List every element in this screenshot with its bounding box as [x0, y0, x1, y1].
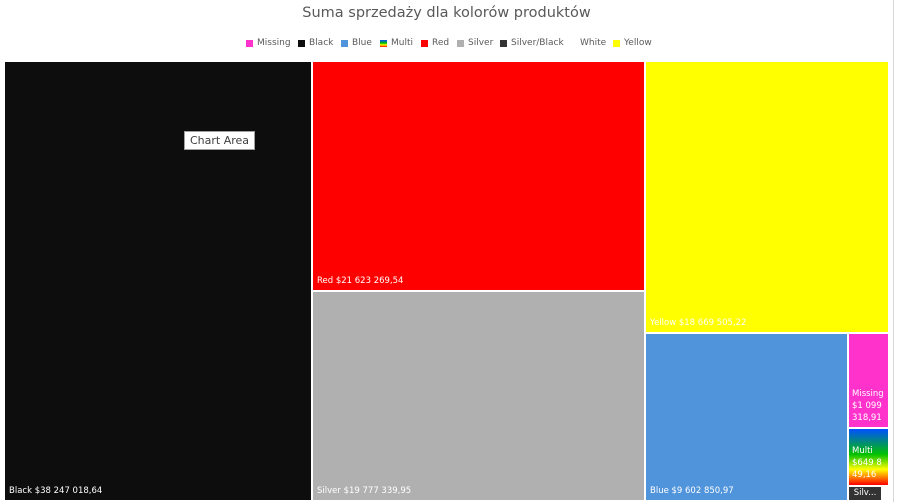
treemap-label-multi: Multi $649 849,16	[852, 446, 882, 480]
treemap-tile-yellow[interactable]: Yellow $18 669 505,22	[646, 62, 888, 332]
legend-label-blue: Blue	[352, 38, 372, 48]
legend-label-silver-black: Silver/Black	[511, 38, 564, 48]
legend-label-red: Red	[432, 38, 450, 48]
legend-label-black: Black	[309, 38, 334, 48]
treemap-tile-red[interactable]: Red $21 623 269,54	[313, 62, 644, 290]
treemap-label-red: Red $21 623 269,54	[317, 276, 404, 286]
treemap-label-yellow: Yellow $18 669 505,22	[650, 318, 747, 328]
treemap-tile-black[interactable]: Black $38 247 018,64	[5, 62, 311, 500]
legend-swatch-red	[421, 40, 428, 47]
window-edge	[893, 0, 897, 502]
legend-label-silver: Silver	[468, 38, 494, 48]
treemap-label-silver: Silver $19 777 339,95	[317, 486, 412, 496]
legend-swatch-white	[569, 40, 576, 47]
legend-label-multi: Multi	[391, 38, 413, 48]
treemap-label-blue: Blue $9 602 850,97	[650, 486, 734, 496]
treemap-label-silv: Silv...	[853, 488, 877, 498]
legend-label-yellow: Yellow	[624, 38, 652, 48]
legend-swatch-silver-black	[500, 40, 507, 47]
legend-swatch-multi	[380, 40, 387, 47]
treemap-tile-silver[interactable]: Silver $19 777 339,95	[313, 292, 644, 500]
legend-swatch-black	[298, 40, 305, 47]
treemap-label-missing: Missing $1 099 318,91	[852, 389, 884, 423]
treemap-tile-missing[interactable]: Missing $1 099 318,91	[849, 334, 888, 427]
legend-swatch-silver	[457, 40, 464, 47]
treemap-label-black: Black $38 247 018,64	[9, 486, 103, 496]
legend-swatch-yellow	[613, 40, 620, 47]
legend-swatch-missing	[246, 40, 253, 47]
legend-label-white: White	[580, 38, 607, 48]
treemap-tile-silver-black[interactable]: Silv...	[849, 487, 881, 500]
chart-area-tooltip: Chart Area	[184, 131, 256, 150]
legend-label-missing: Missing	[257, 38, 291, 48]
chart-title[interactable]: Suma sprzedaży dla kolorów produktów	[302, 5, 591, 21]
treemap-tile-multi[interactable]: Multi $649 849,16	[849, 429, 888, 485]
legend-swatch-blue	[341, 40, 348, 47]
treemap-tile-blue[interactable]: Blue $9 602 850,97	[646, 334, 847, 500]
